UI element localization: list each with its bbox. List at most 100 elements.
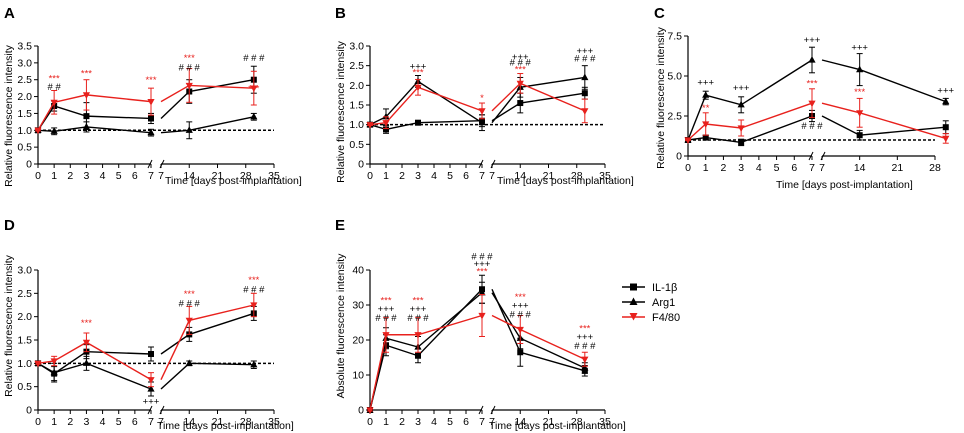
x-tick-label: 2: [67, 170, 73, 182]
significance-marker: ***: [476, 267, 487, 278]
x-tick-label: 14: [514, 416, 526, 428]
significance-marker: +++: [576, 332, 593, 343]
x-tick-label: 7: [158, 416, 164, 428]
series-line-arg1: [491, 292, 586, 369]
panel-b-letter: B: [335, 5, 346, 22]
significance-marker: ***: [854, 87, 865, 98]
data-point-f480: [942, 135, 950, 143]
significance-marker: ***: [248, 275, 259, 286]
data-point-arg1: [82, 359, 91, 366]
panel-e-xlabel: Time [days post-implantation]: [489, 420, 626, 432]
axis-break-mark: [147, 405, 153, 415]
x-tick-label: 7: [479, 416, 485, 428]
x-tick-label: 2: [399, 170, 405, 182]
data-point-f480: [82, 92, 91, 99]
data-point-f480: [808, 100, 816, 108]
y-tick-label: 2.5: [667, 111, 682, 123]
x-tick-label: 3: [84, 170, 90, 182]
legend-item-f480: F4/80: [622, 312, 680, 324]
significance-marker: ***: [81, 318, 92, 329]
data-point-il1b: [942, 124, 949, 131]
data-point-f480: [34, 127, 42, 135]
significance-marker: ***: [412, 295, 423, 306]
x-tick-label: 6: [463, 416, 469, 428]
y-tick-label: 0.5: [17, 381, 32, 393]
y-tick-label: 3.0: [17, 57, 32, 69]
y-tick-label: 2.5: [349, 60, 364, 72]
x-tick-label: 28: [929, 162, 941, 174]
data-point-arg1: [82, 122, 91, 130]
x-tick-label: 21: [543, 170, 555, 182]
data-point-f480: [382, 120, 390, 127]
significance-marker: +++: [512, 301, 529, 312]
x-tick-label: 5: [774, 162, 780, 174]
y-tick-label: 30: [352, 300, 364, 312]
data-point-f480: [366, 407, 374, 414]
panel-c-xlabel: Time [days post-implantation]: [776, 179, 913, 191]
data-point-f480: [702, 121, 710, 128]
series-line-f480: [369, 314, 483, 411]
data-point-arg1: [808, 56, 816, 63]
y-tick-label: 0: [358, 159, 364, 171]
significance-marker: +++: [804, 35, 821, 46]
significance-marker: ***: [145, 75, 156, 86]
legend-square-marker: [630, 283, 637, 291]
panel-d-xlabel: Time [days post-implantation]: [157, 420, 294, 432]
x-tick-label: 4: [431, 170, 437, 182]
x-tick-label: 28: [571, 170, 583, 182]
x-tick-label: 1: [383, 416, 389, 428]
significance-marker: # # #: [179, 298, 201, 309]
series-line-f480: [369, 86, 483, 126]
series-line-arg1: [687, 59, 813, 141]
data-point-f480: [581, 108, 589, 115]
significance-marker: +++: [937, 86, 954, 97]
significance-marker: ***: [579, 323, 590, 334]
x-tick-label: 6: [463, 170, 469, 182]
series-line-il1b: [491, 288, 586, 372]
panel-e-ylabel: Absolute fluorescence intensity: [335, 253, 347, 398]
significance-marker: +++: [143, 396, 160, 407]
x-tick-label: 6: [791, 162, 797, 174]
data-point-f480: [414, 84, 422, 92]
significance-marker: ***: [81, 68, 92, 79]
data-point-f480: [50, 358, 58, 365]
data-point-il1b: [148, 351, 154, 357]
x-tick-label: 35: [268, 416, 280, 428]
plot-area: 00.51.01.52.02.53.03.50 1 2 3 4 5 6 7 7 14 21 28 35*…: [17, 41, 280, 183]
data-point-f480: [478, 108, 486, 115]
significance-marker: +++: [410, 304, 427, 315]
x-tick-label: 14: [183, 170, 195, 182]
series-line-f480: [687, 102, 813, 141]
x-tick-label: 7: [158, 170, 164, 182]
data-point-il1b: [383, 126, 389, 133]
x-tick-label: 3: [415, 170, 421, 182]
series-line-arg1: [821, 59, 947, 103]
significance-marker: +++: [733, 83, 750, 94]
x-tick-label: 0: [685, 162, 691, 174]
significance-marker: ***: [49, 73, 60, 84]
significance-marker: ***: [184, 53, 195, 64]
significance-marker: ***: [806, 78, 817, 89]
data-point-arg1: [478, 288, 486, 296]
series-line-f480: [37, 341, 152, 381]
significance-marker: # # #: [574, 341, 596, 352]
significance-marker: ***: [515, 64, 526, 75]
panel-b-ylabel: Relative fluorescence intensity: [335, 40, 347, 183]
series-line-arg1: [369, 80, 483, 126]
data-point-il1b: [517, 349, 524, 356]
y-tick-label: 2.5: [17, 288, 32, 300]
x-tick-label: 5: [447, 416, 453, 428]
x-tick-label: 7: [819, 162, 825, 174]
data-point-f480: [82, 339, 91, 347]
series-line-f480: [37, 94, 152, 131]
significance-marker: +++: [378, 304, 395, 315]
data-point-il1b: [148, 115, 154, 122]
significance-marker: # # #: [471, 252, 493, 263]
data-point-il1b: [581, 90, 588, 97]
panel-c-ylabel: Relative fluorescence intensity: [655, 26, 667, 169]
x-tick-label: 4: [431, 416, 437, 428]
significance-marker: # # #: [243, 53, 265, 64]
y-tick-label: 40: [352, 265, 364, 277]
data-point-arg1: [478, 118, 486, 126]
significance-marker: +++: [512, 52, 529, 63]
